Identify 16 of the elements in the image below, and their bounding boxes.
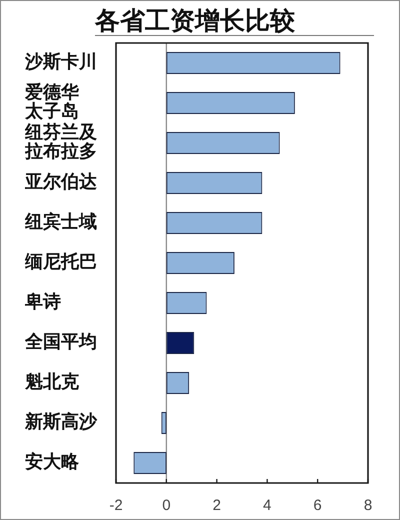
y-tick-label: 卑诗	[24, 292, 61, 313]
x-tick-label: 4	[263, 497, 272, 514]
x-tick-label: 8	[364, 497, 372, 514]
y-tick-label: 安大略	[25, 452, 80, 473]
y-tick-label: 沙斯卡川	[24, 52, 97, 73]
x-tick-label: 0	[162, 497, 171, 514]
y-tick-label: 全国平均	[24, 332, 97, 353]
x-tick-label: -2	[109, 497, 123, 514]
x-tick-label: 2	[212, 497, 221, 514]
y-tick-label: 魁北克	[24, 372, 79, 393]
y-tick-label: 新斯高沙	[24, 412, 98, 433]
chart-title: 各省工资增长比较	[95, 6, 295, 35]
y-tick-label: 纽宾士域	[24, 212, 97, 233]
y-tick-label: 缅尼托巴	[24, 252, 97, 273]
x-tick-label: 6	[313, 497, 322, 514]
y-tick-label: 亚尔伯达	[24, 172, 98, 193]
